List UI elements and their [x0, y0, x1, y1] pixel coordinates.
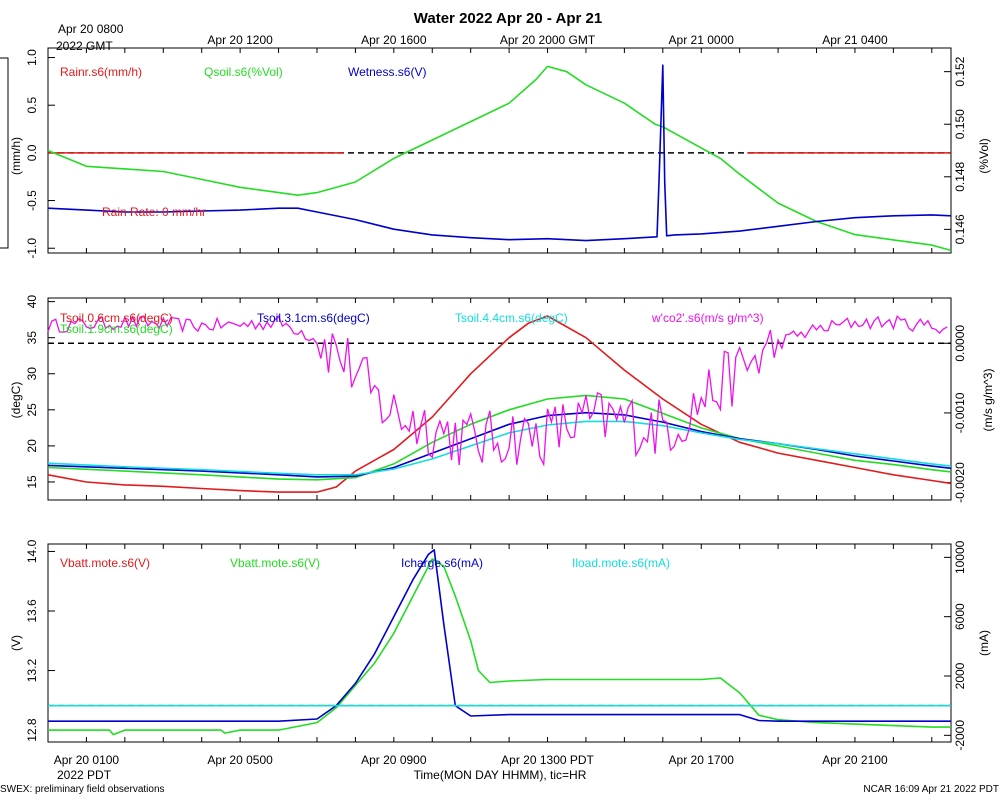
legend-wco2: w'co2'.s6(m/s g/m^3) [651, 311, 764, 325]
right-axis-tick-label: 0.148 [953, 161, 967, 191]
bottom-axis-tick-label: Apr 20 1700 [669, 753, 735, 767]
temperature-panel-series [47, 314, 952, 493]
left-axis-tick-label: 1.0 [25, 49, 39, 66]
left-axis-tick-label: 13.2 [25, 659, 39, 683]
right-axis-tick-label: 0.152 [953, 56, 967, 86]
top-axis-tick-label: Apr 21 0000 [669, 33, 735, 47]
water-panel-ticks: 1.0 0.5 0.0 -0.5 -1.0 0.152 0.150 0.148 0.146 [25, 48, 967, 259]
power-panel-frame [47, 543, 952, 743]
bottom-axis-tick-label: Apr 20 2100 [822, 753, 888, 767]
bottom-axis-year: 2022 PDT [57, 768, 112, 782]
bottom-axis-tick-labels: Apr 20 0100 Apr 20 0500 Apr 20 0900 Apr 20 … [54, 753, 888, 767]
bottom-axis-tick-label: Apr 20 0100 [54, 753, 120, 767]
series-Tsoil.1.9cm.s6(degC) [47, 394, 952, 481]
legend-vbatt-red: Vbatt.mote.s6(V) [60, 556, 150, 570]
footer-left: SWEX: preliminary field observations [0, 784, 165, 795]
legend-tsoil-1-9: Tsoil.1.9cm.s6(degC) [60, 322, 173, 336]
right-axis-tick-label: -0.0020 [953, 462, 967, 503]
top-axis-tick-labels: Apr 20 1200 Apr 20 1600 Apr 20 2000 GMT Apr… [207, 33, 888, 47]
power-panel-series [48, 549, 951, 736]
left-axis-tick-label: 0.0 [25, 144, 39, 161]
legend-tsoil-4-4: Tsoil.4.4cm.s6(degC) [455, 311, 568, 325]
series-w'co2'.s6(m/s g/m^3) [47, 314, 948, 467]
series-Icharge.s6(mA) [48, 549, 951, 723]
top-axis-tick-label: Apr 20 2000 GMT [500, 33, 596, 47]
power-right-axis-label: (mA) [977, 630, 991, 656]
power-panel-ticks: 14.0 13.6 13.2 12.8 10000 6000 2000 -2000 [25, 539, 967, 750]
series-Tsoil.4.4cm.s6(degC) [47, 420, 952, 476]
left-axis-tick-label: 25 [25, 403, 39, 417]
left-axis-tick-label: -1.0 [25, 238, 39, 259]
temperature-right-axis-label: (m/s g/m^3) [981, 369, 995, 432]
right-axis-tick-label: 2000 [953, 662, 967, 689]
water-panel: 1.0 0.5 0.0 -0.5 -1.0 0.152 0.150 0.148 0.146 Ra… [0, 47, 991, 259]
bottom-axis-tick-label: Apr 20 0500 [207, 753, 273, 767]
left-axis-tick-label: -0.5 [25, 190, 39, 211]
legend-tsoil-0-6: Tsoil.0.6cm.s6(degC) [60, 311, 173, 325]
right-axis-tick-label: 10000 [953, 540, 967, 574]
top-axis-start-year: 2022 GMT [56, 39, 113, 53]
power-left-axis-label: (V) [9, 635, 23, 651]
right-axis-tick-label: -2000 [953, 720, 967, 751]
chart-title: Water 2022 Apr 20 - Apr 21 [414, 10, 602, 27]
legend-tsoil-3-1: Tsoil.3.1cm.s6(degC) [257, 311, 370, 325]
left-legend-bracket [0, 57, 9, 249]
legend-wetness: Wetness.s6(V) [348, 65, 426, 79]
series-Wetness.s6(V) [47, 64, 952, 242]
legend-icharge: Icharge.s6(mA) [401, 556, 483, 570]
footer-right: NCAR 16:09 Apr 21 2022 PDT [863, 784, 999, 795]
bottom-axis-tick-label: Apr 20 1300 PDT [501, 753, 594, 767]
temperature-panel: 40 35 30 25 20 15 0.0000 -0.0010 -0.0020 Tsoil.0… [9, 295, 995, 503]
right-axis-tick-label: 0.150 [953, 109, 967, 139]
top-axis-start-label: Apr 20 0800 [58, 22, 124, 36]
left-axis-tick-label: 0.5 [25, 97, 39, 114]
temperature-panel-frame [47, 297, 952, 501]
left-axis-tick-label: 35 [25, 331, 39, 345]
top-axis-tick-label: Apr 21 0400 [822, 33, 888, 47]
top-axis-tick-label: Apr 20 1600 [361, 33, 427, 47]
water-left-axis-label: (mm/h) [9, 137, 23, 175]
right-axis-tick-label: 6000 [953, 603, 967, 630]
water-panel-series [47, 64, 952, 252]
legend-iload: Iload.mote.s6(mA) [572, 556, 670, 570]
rain-rate-annotation: Rain Rate: 0 mm/hr [102, 205, 206, 219]
left-axis-tick-label: 15 [25, 475, 39, 489]
legend-qsoil: Qsoil.s6(%Vol) [204, 65, 283, 79]
left-axis-tick-label: 14.0 [25, 539, 39, 563]
top-axis-tick-label: Apr 20 1200 [207, 33, 273, 47]
legend-vbatt-green: Vbatt.mote.s6(V) [230, 556, 320, 570]
left-axis-tick-label: 20 [25, 439, 39, 453]
right-axis-tick-label: 0.0000 [953, 325, 967, 362]
series-Qsoil.s6(%Vol) [47, 65, 952, 252]
right-axis-tick-label: -0.0010 [953, 392, 967, 433]
power-panel: 14.0 13.6 13.2 12.8 10000 6000 2000 -2000 Vbatt… [9, 539, 991, 750]
series-Tsoil.0.6cm.s6(degC) [47, 315, 952, 493]
x-axis-label: Time(MON DAY HHMM), tic=HR [414, 768, 587, 782]
left-axis-tick-label: 30 [25, 367, 39, 381]
right-axis-tick-label: 0.146 [953, 214, 967, 244]
series-Vbatt.mote.s6(V) [48, 558, 951, 736]
temperature-left-axis-label: (degC) [9, 382, 23, 419]
left-axis-tick-label: 13.6 [25, 599, 39, 623]
water-right-axis-label: (%Vol) [977, 138, 991, 173]
bottom-axis-tick-label: Apr 20 0900 [361, 753, 427, 767]
series-Tsoil.3.1cm.s6(degC) [47, 411, 952, 478]
left-axis-tick-label: 40 [25, 295, 39, 309]
legend-rainr: Rainr.s6(mm/h) [60, 65, 142, 79]
left-axis-tick-label: 12.8 [25, 718, 39, 742]
